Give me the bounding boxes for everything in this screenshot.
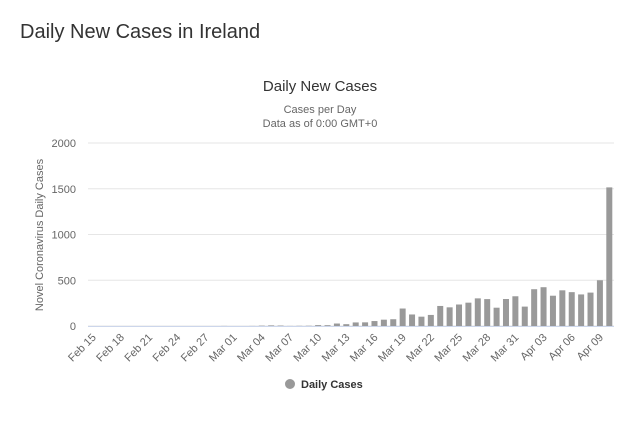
x-tick-label: Apr 06 (546, 332, 577, 363)
legend-label: Daily Cases (301, 379, 363, 391)
bar (484, 299, 491, 326)
x-tick-label: Mar 31 (489, 332, 522, 365)
x-tick-label: Feb 21 (122, 332, 155, 365)
x-tick-label: Mar 01 (207, 332, 240, 365)
bar (418, 316, 425, 326)
x-tick-label: Mar 07 (263, 332, 296, 365)
x-tick-label: Feb 15 (66, 332, 99, 365)
bar (465, 302, 472, 326)
x-tick-label: Mar 25 (432, 332, 465, 365)
bar (493, 307, 500, 326)
bar (502, 299, 509, 326)
bar (521, 306, 528, 326)
bar (324, 325, 331, 326)
x-tick-label: Feb 24 (151, 332, 184, 365)
chart-title: Daily New Cases (263, 78, 377, 95)
bar (362, 322, 369, 326)
bar (409, 314, 416, 326)
bar (578, 294, 585, 326)
x-tick-label: Feb 18 (94, 332, 127, 365)
x-tick-label: Mar 28 (461, 332, 494, 365)
x-tick-label: Mar 04 (235, 332, 268, 365)
bar (568, 292, 575, 326)
bar (427, 314, 434, 326)
bar (549, 295, 556, 326)
y-tick-label: 1000 (52, 230, 76, 242)
legend-marker (285, 379, 295, 389)
bar (587, 292, 594, 326)
x-tick-label: Mar 10 (292, 332, 325, 365)
chart-subtitle: Cases per Day (284, 104, 357, 116)
page-title: Daily New Cases in Ireland (20, 21, 260, 43)
x-tick-label: Mar 13 (320, 332, 353, 365)
x-tick-label: Mar 19 (376, 332, 409, 365)
bar (268, 325, 275, 326)
y-tick-label: 500 (58, 275, 76, 287)
bar (437, 305, 444, 326)
x-tick-label: Mar 22 (404, 332, 437, 365)
x-tick-label: Mar 16 (348, 332, 381, 365)
bar (456, 304, 463, 326)
bar (343, 324, 350, 326)
bar (390, 319, 397, 326)
bar (531, 289, 538, 326)
y-tick-label: 2000 (52, 138, 76, 150)
bar (399, 308, 406, 326)
bar (596, 280, 603, 326)
bar (446, 307, 453, 326)
bar (315, 325, 322, 326)
bar (606, 187, 613, 326)
y-tick-label: 1500 (52, 184, 76, 196)
bar (474, 298, 481, 326)
bar (371, 321, 378, 326)
y-axis-label: Novel Coronavirus Daily Cases (34, 158, 46, 311)
bar (559, 290, 566, 326)
x-tick-label: Apr 03 (518, 332, 549, 363)
bar (540, 287, 547, 326)
bar (333, 323, 340, 326)
bar (352, 322, 359, 326)
bar (380, 319, 387, 326)
x-tick-label: Feb 27 (179, 332, 212, 365)
y-tick-label: 0 (70, 321, 76, 333)
bar (512, 296, 519, 326)
x-tick-label: Apr 09 (575, 332, 606, 363)
chart-subtitle: Data as of 0:00 GMT+0 (263, 118, 378, 130)
